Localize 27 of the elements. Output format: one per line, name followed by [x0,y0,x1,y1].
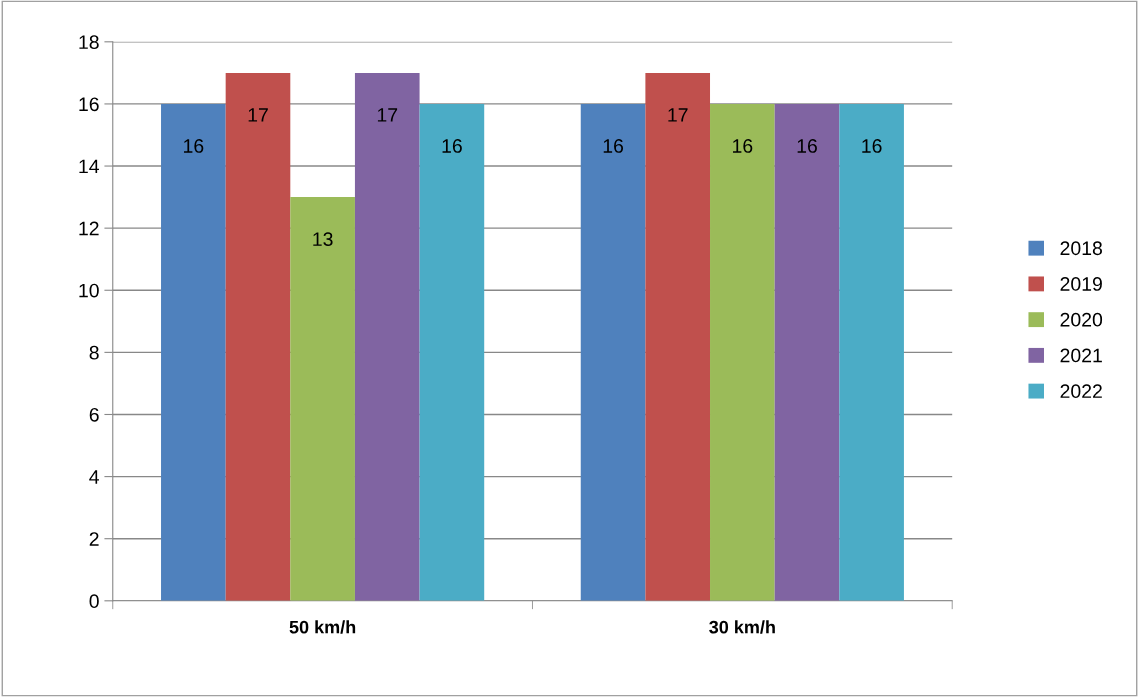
data-label: 17 [377,108,398,122]
y-tick-label: 0 [89,594,99,609]
legend-label: 2022 [1060,384,1102,399]
data-label: 16 [797,139,817,153]
data-label: 17 [668,108,688,122]
y-tick-label: 8 [89,345,99,360]
y-tick-label: 6 [89,407,99,422]
legend-label: 2021 [1060,348,1102,363]
data-label: 17 [248,108,268,122]
x-tick-label: 50 km/h [289,620,356,634]
data-label: 16 [442,139,462,153]
data-label: 16 [862,139,882,153]
x-tick-label: 30 km/h [709,620,775,634]
data-label: 13 [313,232,333,247]
y-tick-label: 12 [79,221,99,236]
y-tick-label: 4 [89,470,99,484]
y-tick-label: 2 [89,532,99,546]
legend-label: 2019 [1060,277,1102,291]
legend-label: 2020 [1060,312,1103,327]
legend-label: 2018 [1060,241,1102,256]
y-tick-label: 10 [79,283,99,298]
data-label: 16 [733,139,753,153]
data-label: 16 [184,139,204,153]
data-label: 16 [603,139,624,153]
y-tick-label: 14 [79,159,99,174]
y-tick-label: 16 [79,97,99,112]
y-tick-label: 18 [79,35,99,50]
